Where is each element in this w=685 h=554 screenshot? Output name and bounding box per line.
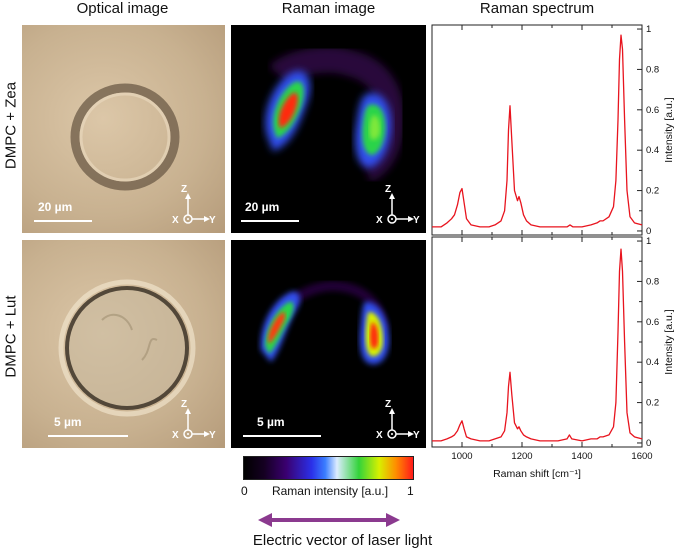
electric-vector-caption: Electric vector of laser light — [252, 532, 433, 549]
x-tick-label: 1000 — [451, 451, 472, 462]
y-tick-label: 0.6 — [646, 317, 659, 328]
axis-x-label: X — [376, 215, 383, 226]
colorbar-min-label: 0 — [241, 484, 248, 498]
y-tick-label: 0.8 — [646, 64, 659, 75]
axis-orientation-icon: Z X Y — [172, 184, 216, 226]
scale-bar: 20 µm — [241, 200, 299, 222]
y-tick-label: 0 — [646, 438, 651, 449]
plot-frame — [431, 24, 643, 236]
raman-image-zea: 20 µm Z X Y — [231, 25, 426, 233]
y-axis-label: Intensity [a.u.] — [663, 97, 675, 162]
colorbar-gradient — [243, 456, 414, 480]
raman-map — [260, 280, 389, 365]
spectrum-line — [432, 248, 643, 442]
x-tick-label: 1400 — [571, 451, 592, 462]
y-axis-label: Intensity [a.u.] — [663, 309, 675, 374]
axis-y-label: Y — [209, 215, 216, 226]
raman-image-lut: 5 µm Z X Y — [231, 240, 426, 448]
scale-bar: 5 µm — [243, 415, 321, 437]
plot-frame — [431, 236, 643, 448]
axis-x-label: X — [172, 430, 179, 441]
scale-bar-label: 20 µm — [38, 200, 73, 214]
scale-bar-label: 20 µm — [245, 200, 280, 214]
y-tick-label: 1 — [646, 24, 651, 35]
axis-y-label: Y — [209, 430, 216, 441]
axis-z-label: Z — [181, 184, 187, 195]
optical-image-header: Optical image — [76, 0, 169, 17]
axis-x-label: X — [376, 430, 383, 441]
scale-bar-label: 5 µm — [257, 415, 285, 429]
x-axis-label: Raman shift [cm⁻¹] — [493, 468, 581, 480]
axis-orientation-icon: Z X Y — [376, 184, 420, 226]
x-tick-label: 1200 — [511, 451, 532, 462]
axis-z-label: Z — [385, 399, 391, 410]
axis-y-label: Y — [413, 430, 420, 441]
y-tick-label: 0.2 — [646, 398, 659, 409]
spectrum-line — [432, 34, 643, 228]
axis-x-label: X — [172, 215, 179, 226]
optical-image-lut: 5 µm Z X Y — [22, 240, 225, 448]
y-tick-label: 0.4 — [646, 357, 659, 368]
raman-spectrum-header: Raman spectrum — [479, 0, 595, 17]
axis-y-label: Y — [413, 215, 420, 226]
scale-bar: 20 µm — [34, 200, 92, 222]
colorbar-label: Raman intensity [a.u.] — [271, 484, 389, 498]
axis-orientation-icon: Z X Y — [172, 399, 216, 441]
x-tick-label: 1600 — [631, 451, 652, 462]
raman-map — [265, 46, 405, 183]
cell-outline — [58, 279, 196, 417]
axis-z-label: Z — [385, 184, 391, 195]
colorbar-max-label: 1 — [407, 484, 414, 498]
y-tick-label: 0.8 — [646, 276, 659, 287]
y-tick-label: 0.2 — [646, 186, 659, 197]
y-tick-label: 0.6 — [646, 105, 659, 116]
axis-z-label: Z — [181, 399, 187, 410]
scale-bar: 5 µm — [48, 415, 128, 437]
y-tick-label: 0 — [646, 226, 651, 237]
double-arrow-icon — [258, 513, 400, 527]
y-tick-label: 0.4 — [646, 145, 659, 156]
y-tick-label: 1 — [646, 236, 651, 247]
cell-outline — [70, 83, 180, 191]
axis-orientation-icon: Z X Y — [376, 399, 420, 441]
scale-bar-label: 5 µm — [54, 415, 82, 429]
optical-image-zea: 20 µm Z X Y — [22, 25, 225, 233]
raman-image-header: Raman image — [281, 0, 376, 17]
